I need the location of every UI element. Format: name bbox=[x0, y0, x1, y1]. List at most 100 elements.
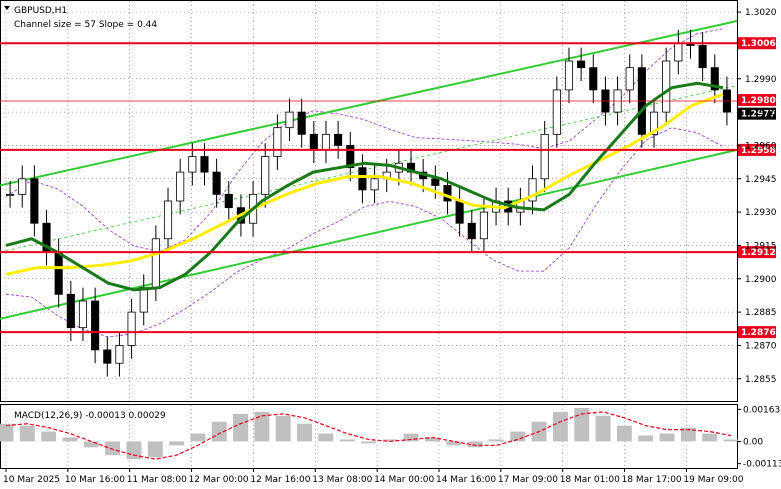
macd-bar bbox=[595, 415, 611, 442]
candle-body bbox=[163, 200, 173, 240]
candle-body bbox=[662, 60, 671, 113]
ma-fast-line bbox=[5, 81, 724, 292]
candle-body bbox=[200, 156, 209, 173]
macd-bar bbox=[339, 439, 355, 442]
channel-upper-line bbox=[0, 20, 738, 187]
level-label-bg bbox=[738, 246, 776, 259]
collapse-arrow-icon[interactable] bbox=[4, 6, 10, 10]
candle-body bbox=[334, 133, 343, 146]
candle-body bbox=[91, 300, 100, 351]
candle-body bbox=[577, 60, 586, 69]
candle-body bbox=[710, 67, 719, 91]
macd-bar bbox=[510, 431, 526, 442]
price-label: 1.2977 bbox=[741, 110, 776, 120]
level-label-bg bbox=[738, 37, 776, 50]
candle-body bbox=[552, 89, 561, 135]
macd-tick-label: 0.00163 bbox=[743, 405, 780, 415]
y-tick-label: 1.2945 bbox=[745, 175, 777, 185]
candle-body bbox=[18, 178, 27, 195]
macd-bar bbox=[211, 421, 227, 442]
bands-layer bbox=[5, 28, 724, 338]
candle-body bbox=[224, 193, 233, 209]
candle-body bbox=[649, 111, 659, 135]
macd-bar bbox=[638, 435, 654, 442]
candle-body bbox=[139, 287, 148, 313]
candle-body bbox=[431, 178, 440, 186]
candle-body bbox=[370, 178, 379, 191]
x-tick-label: 19 Mar 09:00 bbox=[683, 475, 743, 485]
macd-bar bbox=[403, 433, 419, 442]
candle-body bbox=[467, 222, 476, 240]
macd-bar bbox=[723, 439, 739, 442]
candle-body bbox=[30, 178, 39, 224]
macd-tick-label: -0.00113 bbox=[743, 460, 781, 470]
candle-body bbox=[66, 293, 75, 329]
candle-body bbox=[674, 42, 683, 62]
y-tick-label: 1.2990 bbox=[745, 75, 777, 85]
candle-body bbox=[625, 67, 634, 91]
axis-layer: 1.3020 1.2990 1.2975 1.2960 1.2945 1.2930 1.29… bbox=[3, 8, 781, 485]
symbol-label: GBPUSD,H1 bbox=[14, 6, 67, 16]
x-tick-label: 13 Mar 08:00 bbox=[312, 475, 372, 485]
candle-body bbox=[564, 60, 574, 91]
macd-bar bbox=[41, 431, 57, 442]
level-label: 1.2876 bbox=[741, 328, 776, 338]
candle-body bbox=[54, 251, 63, 295]
x-tick-label: 10 Mar 2025 bbox=[3, 475, 60, 485]
macd-tick-label: 0.00 bbox=[743, 437, 763, 447]
macd-bar bbox=[19, 425, 35, 442]
x-tick-label: 12 Mar 16:00 bbox=[250, 475, 310, 485]
candle-body bbox=[261, 156, 270, 195]
macd-label: MACD(12,26,9) -0.00013 0.00029 bbox=[14, 411, 166, 421]
y-tick-label: 1.2975 bbox=[745, 108, 777, 118]
x-tick-label: 10 Mar 16:00 bbox=[65, 475, 125, 485]
macd-layer bbox=[0, 407, 739, 460]
candle-body bbox=[443, 185, 452, 202]
candle-body bbox=[176, 171, 185, 202]
candle-body bbox=[479, 211, 488, 240]
moving-averages-layer bbox=[5, 81, 724, 292]
candle-body bbox=[103, 349, 112, 364]
candles-layer bbox=[6, 29, 731, 377]
candle-body bbox=[358, 167, 367, 191]
signal-line bbox=[5, 411, 732, 460]
macd-bar bbox=[574, 407, 590, 442]
level-label-bg bbox=[738, 326, 776, 339]
macd-bar bbox=[254, 411, 270, 442]
main-panel-frame bbox=[0, 0, 738, 402]
candle-body bbox=[297, 111, 306, 135]
macd-bar bbox=[616, 425, 632, 442]
channel-lower-line bbox=[0, 148, 738, 320]
x-tick-label: 12 Mar 00:00 bbox=[189, 475, 249, 485]
macd-bar bbox=[702, 433, 718, 442]
candle-body bbox=[115, 345, 124, 364]
ma-slow-line bbox=[5, 92, 724, 276]
y-tick-label: 1.2885 bbox=[745, 308, 777, 318]
macd-bar bbox=[552, 411, 568, 442]
x-tick-label: 11 Mar 08:00 bbox=[127, 475, 187, 485]
x-tick-label: 14 Mar 00:00 bbox=[374, 475, 434, 485]
level-label-bg bbox=[738, 143, 776, 156]
macd-bar bbox=[382, 439, 398, 442]
macd-bar bbox=[488, 439, 504, 442]
y-tick-label: 1.2855 bbox=[745, 375, 777, 385]
level-label: 1.2912 bbox=[741, 248, 776, 258]
y-tick-label: 1.2930 bbox=[745, 208, 777, 218]
y-tick-label: 1.2870 bbox=[745, 341, 777, 351]
macd-bar bbox=[233, 413, 249, 442]
macd-bar bbox=[190, 433, 206, 442]
candle-body bbox=[540, 133, 549, 180]
channel-layer bbox=[0, 20, 738, 320]
level-label: 1.3006 bbox=[741, 39, 776, 49]
macd-bar bbox=[297, 423, 312, 442]
macd-bar bbox=[467, 441, 483, 448]
macd-bar bbox=[147, 441, 163, 458]
candle-body bbox=[285, 111, 294, 129]
channel-mid-line bbox=[0, 85, 738, 253]
channel-info-label: Channel size = 57 Slope = 0.44 bbox=[14, 20, 157, 30]
macd-bar bbox=[0, 423, 14, 442]
candle-body bbox=[151, 238, 160, 289]
macd-bar bbox=[425, 437, 440, 442]
macd-bar bbox=[361, 441, 376, 444]
